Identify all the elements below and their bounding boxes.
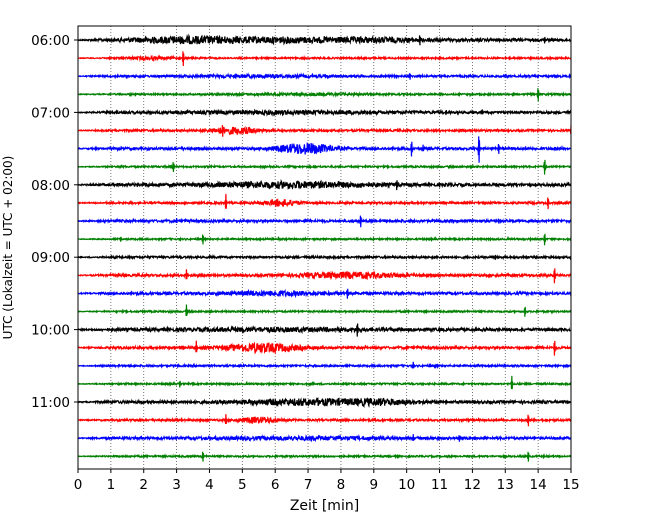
trace-11:00 <box>77 396 572 409</box>
x-tick-label-9: 9 <box>370 477 379 493</box>
trace-09:30 <box>77 288 572 299</box>
y-tick-label-06:00: 06:00 <box>31 33 70 49</box>
y-axis-ticks: 06:00 07:00 08:00 09:00 10:00 11:00 <box>31 33 78 411</box>
x-axis-ticks: 0 1 2 3 4 5 6 7 8 9 10 11 12 13 14 15 <box>74 469 580 493</box>
trace-11:30 <box>77 433 572 443</box>
trace-07:30 <box>77 136 572 163</box>
trace-11:15 <box>77 414 572 427</box>
y-tick-label-10:00: 10:00 <box>31 323 70 339</box>
y-tick-label-09:00: 09:00 <box>31 250 70 266</box>
seismic-traces <box>77 33 572 462</box>
trace-08:45 <box>77 233 572 246</box>
x-tick-label-2: 2 <box>139 477 148 493</box>
plot-frame <box>77 25 572 470</box>
x-tick-label-0: 0 <box>74 477 83 493</box>
trace-08:15 <box>77 193 572 210</box>
y-tick-label-11:00: 11:00 <box>31 395 70 411</box>
y-tick-label-08:00: 08:00 <box>31 178 70 194</box>
trace-06:15 <box>77 51 572 67</box>
trace-10:45 <box>77 375 572 390</box>
trace-07:00 <box>77 108 572 117</box>
trace-07:15 <box>77 125 572 137</box>
trace-09:15 <box>77 268 572 284</box>
x-tick-label-8: 8 <box>337 477 346 493</box>
trace-10:15 <box>77 340 572 356</box>
grid-lines <box>110 26 539 469</box>
trace-06:45 <box>77 88 572 102</box>
x-tick-label-11: 11 <box>431 477 448 493</box>
x-tick-label-7: 7 <box>304 477 313 493</box>
trace-08:30 <box>77 215 572 228</box>
x-tick-label-14: 14 <box>530 477 547 493</box>
x-tick-label-1: 1 <box>107 477 116 493</box>
y-tick-label-07:00: 07:00 <box>31 105 70 121</box>
x-tick-label-12: 12 <box>464 477 481 493</box>
y-axis-label: UTC (Lokalzeit = UTC + 02:00) <box>1 156 15 340</box>
trace-11:45 <box>77 451 572 462</box>
x-tick-label-4: 4 <box>205 477 214 493</box>
x-tick-label-3: 3 <box>172 477 181 493</box>
x-tick-label-15: 15 <box>562 477 579 493</box>
x-axis-label: Zeit [min] <box>290 498 359 514</box>
x-tick-label-6: 6 <box>271 477 280 493</box>
trace-10:00 <box>77 323 572 337</box>
x-tick-label-5: 5 <box>238 477 247 493</box>
trace-09:00 <box>77 253 572 261</box>
x-tick-label-10: 10 <box>398 477 415 493</box>
trace-07:45 <box>77 159 572 175</box>
trace-06:00 <box>77 33 572 46</box>
trace-10:30 <box>77 361 572 369</box>
x-tick-label-13: 13 <box>497 477 514 493</box>
trace-06:30 <box>77 72 572 80</box>
trace-09:45 <box>77 304 572 317</box>
trace-08:00 <box>77 178 572 191</box>
